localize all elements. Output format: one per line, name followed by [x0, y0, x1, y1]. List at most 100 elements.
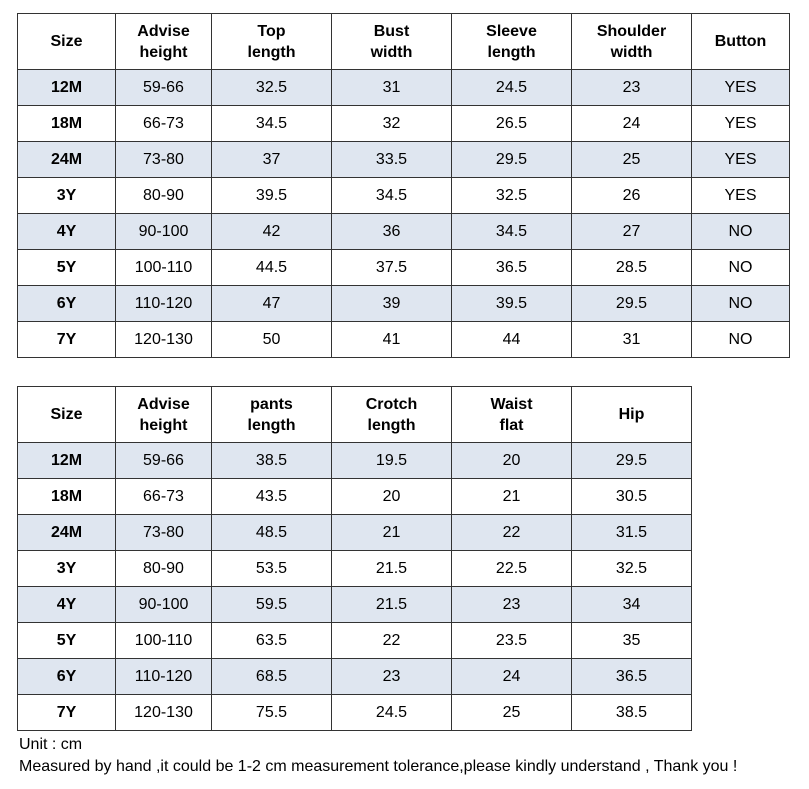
- table-row: 6Y 110-120 68.5 23 24 36.5: [17, 658, 692, 695]
- table-cell: 27: [571, 213, 692, 250]
- pants-size-table: Size Advise height pants length Crotch l…: [17, 386, 692, 731]
- table-cell: 20: [331, 478, 452, 515]
- size-cell: 6Y: [17, 285, 116, 322]
- table-row: 3Y 80-90 39.5 34.5 32.5 26 YES: [17, 177, 790, 214]
- table-cell: NO: [691, 249, 790, 286]
- table-cell: 44: [451, 321, 572, 358]
- table-cell: 59-66: [115, 69, 212, 106]
- table-cell: 24.5: [451, 69, 572, 106]
- table-cell: 90-100: [115, 213, 212, 250]
- table-cell: 24: [571, 105, 692, 142]
- table-cell: 22: [331, 622, 452, 659]
- size-cell: 7Y: [17, 321, 116, 358]
- table-cell: NO: [691, 285, 790, 322]
- header-button: Button: [691, 13, 790, 70]
- table-row: 3Y 80-90 53.5 21.5 22.5 32.5: [17, 550, 692, 587]
- table-cell: 59-66: [115, 442, 212, 479]
- table-cell: 33.5: [331, 141, 452, 178]
- table-cell: 110-120: [115, 285, 212, 322]
- table-row: 6Y 110-120 47 39 39.5 29.5 NO: [17, 285, 790, 322]
- table-cell: NO: [691, 321, 790, 358]
- table-cell: 32.5: [571, 550, 692, 587]
- size-cell: 18M: [17, 105, 116, 142]
- header-bust-width: Bust width: [331, 13, 452, 70]
- table-cell: 48.5: [211, 514, 332, 551]
- table-cell: 29.5: [451, 141, 572, 178]
- table-cell: 36.5: [571, 658, 692, 695]
- table-cell: 36: [331, 213, 452, 250]
- unit-note: Unit : cm: [19, 736, 83, 753]
- table-cell: 25: [451, 694, 572, 731]
- table-cell: 120-130: [115, 321, 212, 358]
- table-header-row: Size Advise height Top length Bust width…: [17, 13, 790, 70]
- table-cell: 38.5: [211, 442, 332, 479]
- table-cell: 59.5: [211, 586, 332, 623]
- table-cell: 100-110: [115, 249, 212, 286]
- table-cell: 31.5: [571, 514, 692, 551]
- table-row: 4Y 90-100 59.5 21.5 23 34: [17, 586, 692, 623]
- size-cell: 12M: [17, 442, 116, 479]
- size-cell: 5Y: [17, 249, 116, 286]
- table-cell: 50: [211, 321, 332, 358]
- table-cell: 37.5: [331, 249, 452, 286]
- table-cell: 39.5: [451, 285, 572, 322]
- table-cell: 32.5: [211, 69, 332, 106]
- table-cell: 44.5: [211, 249, 332, 286]
- size-cell: 24M: [17, 514, 116, 551]
- table-cell: 23: [451, 586, 572, 623]
- table-cell: 32.5: [451, 177, 572, 214]
- size-cell: 6Y: [17, 658, 116, 695]
- table-cell: YES: [691, 141, 790, 178]
- table-cell: 73-80: [115, 141, 212, 178]
- header-hip: Hip: [571, 386, 692, 443]
- table-cell: 36.5: [451, 249, 572, 286]
- table-cell: 24.5: [331, 694, 452, 731]
- table-cell: 21: [331, 514, 452, 551]
- table-cell: 43.5: [211, 478, 332, 515]
- size-cell: 4Y: [17, 213, 116, 250]
- table-cell: 34.5: [331, 177, 452, 214]
- header-top-length: Top length: [211, 13, 332, 70]
- table-cell: 35: [571, 622, 692, 659]
- size-cell: 7Y: [17, 694, 116, 731]
- table-cell: 22.5: [451, 550, 572, 587]
- table-cell: 34: [571, 586, 692, 623]
- header-shoulder-width: Shoulder width: [571, 13, 692, 70]
- table-row: 24M 73-80 37 33.5 29.5 25 YES: [17, 141, 790, 178]
- table-cell: YES: [691, 177, 790, 214]
- table-cell: 23.5: [451, 622, 572, 659]
- header-size: Size: [17, 13, 116, 70]
- table-cell: 75.5: [211, 694, 332, 731]
- table-row: 5Y 100-110 44.5 37.5 36.5 28.5 NO: [17, 249, 790, 286]
- table-cell: YES: [691, 69, 790, 106]
- table-row: 24M 73-80 48.5 21 22 31.5: [17, 514, 692, 551]
- table-cell: 34.5: [451, 213, 572, 250]
- table-cell: 23: [571, 69, 692, 106]
- size-cell: 3Y: [17, 177, 116, 214]
- table-cell: 66-73: [115, 105, 212, 142]
- table-cell: 42: [211, 213, 332, 250]
- table-cell: 80-90: [115, 177, 212, 214]
- measurement-note: Measured by hand ,it could be 1-2 cm mea…: [19, 758, 738, 775]
- table-row: 12M 59-66 32.5 31 24.5 23 YES: [17, 69, 790, 106]
- size-cell: 24M: [17, 141, 116, 178]
- table-cell: 23: [331, 658, 452, 695]
- table-row: 7Y 120-130 75.5 24.5 25 38.5: [17, 694, 692, 731]
- header-pants-length: pants length: [211, 386, 332, 443]
- header-waist-flat: Waist flat: [451, 386, 572, 443]
- table-row: 7Y 120-130 50 41 44 31 NO: [17, 321, 790, 358]
- table-header-row: Size Advise height pants length Crotch l…: [17, 386, 692, 443]
- table-cell: 21: [451, 478, 572, 515]
- table-cell: YES: [691, 105, 790, 142]
- table-cell: 26.5: [451, 105, 572, 142]
- header-advise-height: Advise height: [115, 386, 212, 443]
- table-cell: 29.5: [571, 285, 692, 322]
- table-cell: 22: [451, 514, 572, 551]
- table-cell: 120-130: [115, 694, 212, 731]
- table-cell: 53.5: [211, 550, 332, 587]
- header-sleeve-length: Sleeve length: [451, 13, 572, 70]
- table-cell: 38.5: [571, 694, 692, 731]
- table-cell: 29.5: [571, 442, 692, 479]
- header-size: Size: [17, 386, 116, 443]
- table-cell: 25: [571, 141, 692, 178]
